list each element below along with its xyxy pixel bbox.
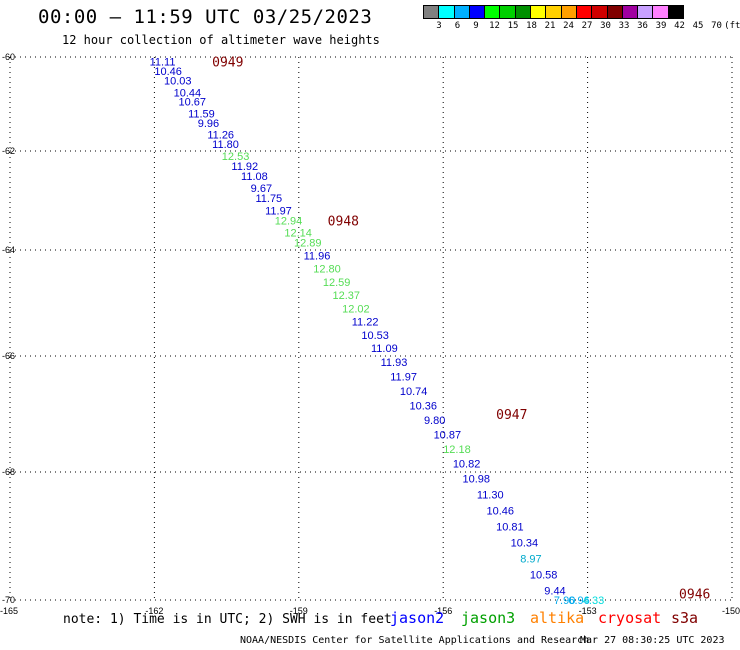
legend-label: 15 bbox=[507, 21, 519, 31]
color-legend bbox=[423, 5, 685, 19]
legend-label: 6 bbox=[454, 21, 461, 31]
wave-height-label: 11.97 bbox=[265, 205, 292, 217]
wave-height-label: 4.33 bbox=[583, 595, 604, 607]
wave-height-label: 12.02 bbox=[342, 303, 370, 315]
lat-tick-label: -68 bbox=[2, 467, 15, 477]
wave-height-label: 12.18 bbox=[443, 444, 471, 456]
wave-height-label: 9.44 bbox=[544, 585, 565, 597]
lat-tick-label: -62 bbox=[2, 146, 15, 156]
legend-label: 21 bbox=[544, 21, 556, 31]
note-text: note: 1) Time is in UTC; 2) SWH is in fe… bbox=[63, 612, 392, 627]
wave-height-label: 9.80 bbox=[424, 415, 445, 427]
wave-height-label: 10.44 bbox=[174, 87, 202, 99]
wave-height-label: 10.03 bbox=[164, 76, 192, 88]
wave-height-label: 12.94 bbox=[275, 215, 303, 227]
lat-tick-label: -70 bbox=[2, 595, 15, 605]
timestamp-text: Mar 27 08:30:25 UTC 2023 bbox=[580, 635, 725, 646]
wave-height-label: 8.97 bbox=[520, 553, 541, 565]
satellite-cryosat: cryosat bbox=[598, 609, 662, 627]
wave-height-label: 11.59 bbox=[188, 108, 215, 120]
wave-height-label: 12.59 bbox=[323, 277, 351, 289]
time-label: 0948 bbox=[328, 214, 359, 229]
wave-height-label: 11.09 bbox=[371, 343, 398, 355]
legend-label: 3 bbox=[436, 21, 442, 31]
wave-height-label: 12.89 bbox=[294, 238, 322, 250]
time-label: 0947 bbox=[496, 408, 527, 423]
wave-height-label: 11.26 bbox=[207, 130, 234, 142]
wave-height-label: 11.96 bbox=[304, 250, 331, 262]
wave-height-label: 11.75 bbox=[255, 193, 282, 205]
legend-label: 27 bbox=[581, 21, 593, 31]
wave-height-label: 10.87 bbox=[434, 429, 462, 441]
satellite-s3a: s3a bbox=[671, 609, 699, 627]
wave-height-label: 10.67 bbox=[178, 97, 206, 109]
legend-swatch-16 bbox=[667, 5, 685, 19]
wave-height-label: 11.80 bbox=[212, 139, 239, 151]
wave-height-label: 10.98 bbox=[462, 473, 490, 485]
lat-tick-label: -64 bbox=[2, 245, 15, 255]
wave-height-label: 7.90 bbox=[554, 595, 575, 607]
wave-height-label: 11.11 bbox=[150, 57, 176, 69]
wave-height-label: 10.34 bbox=[511, 537, 539, 549]
satellite-altika: altika bbox=[530, 609, 585, 627]
wave-height-label: 11.97 bbox=[390, 371, 417, 383]
legend-label: 36 bbox=[637, 21, 648, 31]
map-subtitle: 12 hour collection of altimeter wave hei… bbox=[62, 33, 380, 47]
legend-label: 24 bbox=[563, 21, 574, 31]
lat-tick-label: -66 bbox=[2, 351, 15, 361]
lon-tick-label: -165 bbox=[0, 606, 18, 616]
wave-height-label: 6.96 bbox=[568, 595, 589, 607]
legend-label: 45 bbox=[692, 21, 704, 31]
legend-label: 12 bbox=[489, 21, 500, 31]
legend-label: 30 bbox=[600, 21, 611, 31]
credit-text: NOAA/NESDIS Center for Satellite Applica… bbox=[240, 635, 590, 646]
wave-height-label: 10.81 bbox=[496, 521, 524, 533]
wave-height-label: 11.08 bbox=[241, 171, 268, 183]
map-title: 00:00 – 11:59 UTC 03/25/2023 bbox=[38, 6, 373, 28]
wave-height-label: 10.46 bbox=[487, 505, 515, 517]
lon-tick-label: -162 bbox=[145, 606, 163, 616]
lon-tick-label: -153 bbox=[579, 606, 597, 616]
time-label: 0946 bbox=[679, 588, 710, 603]
wave-height-label: 11.93 bbox=[381, 357, 408, 369]
satellite-jason2: jason2 bbox=[390, 609, 445, 627]
wave-height-label: 10.82 bbox=[453, 458, 481, 470]
lat-tick-label: -60 bbox=[2, 52, 15, 62]
legend-label: 33 bbox=[618, 21, 630, 31]
satellite-jason3: jason3 bbox=[461, 609, 516, 627]
legend-label: 18 bbox=[526, 21, 537, 31]
wave-height-label: 12.37 bbox=[332, 290, 360, 302]
wave-height-label: 11.22 bbox=[352, 317, 379, 329]
wave-height-label: 12.14 bbox=[284, 228, 312, 240]
time-label: 0949 bbox=[212, 56, 243, 71]
lon-tick-label: -150 bbox=[722, 606, 740, 616]
legend-label: 39 bbox=[655, 21, 667, 31]
wave-height-label: 9.67 bbox=[251, 183, 272, 195]
lon-tick-label: -159 bbox=[290, 606, 308, 616]
wave-height-label: 10.53 bbox=[361, 330, 389, 342]
wave-height-label: 12.53 bbox=[222, 151, 250, 163]
wave-height-label: 10.36 bbox=[410, 400, 438, 412]
wave-height-label: 11.30 bbox=[477, 489, 504, 501]
legend-label: (ft) bbox=[724, 21, 740, 31]
wave-height-label: 9.96 bbox=[198, 118, 219, 130]
lon-tick-label: -156 bbox=[434, 606, 452, 616]
legend-label: 9 bbox=[473, 21, 479, 31]
legend-label: 70 bbox=[711, 21, 722, 31]
wave-height-label: 11.92 bbox=[231, 161, 258, 173]
wave-height-label: 10.46 bbox=[154, 66, 182, 78]
wave-height-label: 10.74 bbox=[400, 386, 428, 398]
wave-height-label: 12.80 bbox=[313, 264, 341, 276]
legend-label: 42 bbox=[674, 21, 685, 31]
wave-height-label: 10.58 bbox=[530, 569, 558, 581]
